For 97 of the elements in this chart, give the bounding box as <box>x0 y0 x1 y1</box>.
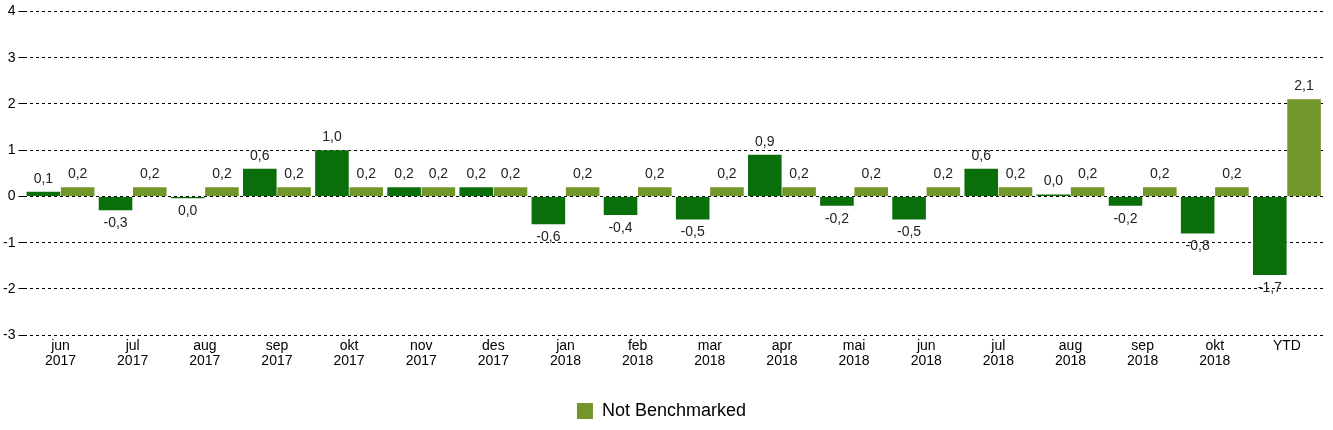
data-label: 0,0 <box>177 202 198 219</box>
data-label: 0,2 <box>428 165 449 182</box>
y-tick-label: 0 <box>7 187 16 204</box>
bar <box>243 168 277 196</box>
data-label: 0,2 <box>284 165 305 182</box>
data-label: 0,2 <box>717 165 737 182</box>
y-tick-label: 1 <box>7 141 16 158</box>
x-tick-label: jul 2018 <box>982 336 1015 369</box>
x-tick-label: jun 2017 <box>44 336 77 369</box>
data-label: 0,2 <box>933 165 954 182</box>
x-tick-label: aug 2017 <box>189 336 221 369</box>
bar <box>1287 99 1321 196</box>
data-label: 0,2 <box>466 165 487 182</box>
data-label: 0,2 <box>572 165 593 182</box>
data-label: 0,2 <box>394 165 415 182</box>
bar <box>603 196 638 215</box>
data-label: 0,2 <box>356 165 377 182</box>
bar <box>493 187 528 196</box>
bar <box>26 191 61 196</box>
bar <box>748 154 782 196</box>
data-label: -0,2 <box>1113 209 1138 226</box>
bar <box>60 187 95 196</box>
x-tick-label: aug 2018 <box>1054 336 1087 369</box>
data-label: 0,2 <box>500 165 521 182</box>
bar <box>315 150 349 196</box>
bar <box>565 187 600 196</box>
x-tick-label: jan 2018 <box>549 336 582 369</box>
y-tick-label: -3 <box>3 326 16 343</box>
x-tick-label: sep 2017 <box>261 336 293 369</box>
bar <box>854 187 888 196</box>
x-tick-label: nov 2017 <box>405 336 438 369</box>
bar <box>638 187 672 196</box>
data-label: 0,2 <box>67 165 88 182</box>
data-label: 0,2 <box>1222 165 1242 182</box>
bar <box>1180 196 1215 234</box>
data-label: -0,4 <box>608 218 633 235</box>
x-tick-label: apr 2018 <box>766 336 798 369</box>
data-label: 0,0 <box>1043 172 1064 189</box>
bar <box>277 187 311 196</box>
data-label: -0,5 <box>897 223 922 240</box>
data-label: -0,2 <box>824 209 850 226</box>
data-label: 0,2 <box>861 165 882 182</box>
x-tick-label: des 2017 <box>477 336 510 369</box>
y-tick-label: -2 <box>3 279 16 296</box>
data-label: 0,6 <box>250 146 270 163</box>
data-label: 0,2 <box>645 165 665 182</box>
bar <box>964 168 999 196</box>
bar <box>1215 187 1249 196</box>
y-tick-label: 4 <box>7 2 16 19</box>
data-label: -0,8 <box>1185 237 1210 254</box>
data-label: 1,0 <box>322 128 342 145</box>
x-tick-label: jun 2018 <box>910 336 942 369</box>
bar <box>133 187 167 196</box>
x-tick-label: YTD <box>1272 336 1301 353</box>
bar <box>1108 196 1143 206</box>
x-tick-label: sep 2018 <box>1127 336 1159 369</box>
bar <box>459 187 494 196</box>
data-label: 0,2 <box>789 165 810 182</box>
bar <box>421 187 456 196</box>
bar <box>98 196 133 211</box>
bar <box>782 187 816 196</box>
data-label: 0,6 <box>971 146 992 163</box>
data-label: 0,2 <box>140 165 160 182</box>
data-label: -0,5 <box>680 223 705 240</box>
y-tick-label: -1 <box>3 233 16 250</box>
data-label: 0,2 <box>1005 165 1026 182</box>
data-label: 0,2 <box>1150 165 1170 182</box>
bar <box>820 196 854 206</box>
y-tick-label: 2 <box>7 94 16 111</box>
bar <box>675 196 710 220</box>
bar <box>710 187 744 196</box>
bar <box>1253 196 1287 276</box>
data-label: -1,7 <box>1257 278 1283 295</box>
x-tick-label: feb 2018 <box>622 336 654 369</box>
bar <box>349 187 384 196</box>
x-tick-label: okt 2017 <box>333 336 365 369</box>
data-label: 0,1 <box>33 169 54 186</box>
bar <box>1142 187 1177 196</box>
bar <box>926 187 961 196</box>
data-label: 0,2 <box>212 165 232 182</box>
data-label: 0,9 <box>755 132 775 149</box>
x-tick-label: okt 2018 <box>1199 336 1231 369</box>
bar <box>205 187 239 196</box>
data-label: 0,2 <box>1077 165 1098 182</box>
data-label: -0,3 <box>103 214 128 231</box>
bar <box>387 187 421 196</box>
data-label: -0,6 <box>536 228 561 245</box>
x-tick-label: mai 2018 <box>838 336 870 369</box>
bar <box>531 196 566 225</box>
data-label: 2,1 <box>1294 77 1314 94</box>
y-tick-label: 3 <box>7 48 16 65</box>
bar <box>1070 187 1105 196</box>
x-tick-label: jul 2017 <box>117 336 149 369</box>
legend-label: Not Benchmarked <box>601 399 747 420</box>
x-tick-label: mar 2018 <box>694 336 726 369</box>
bar <box>998 187 1033 196</box>
bar <box>892 196 926 220</box>
